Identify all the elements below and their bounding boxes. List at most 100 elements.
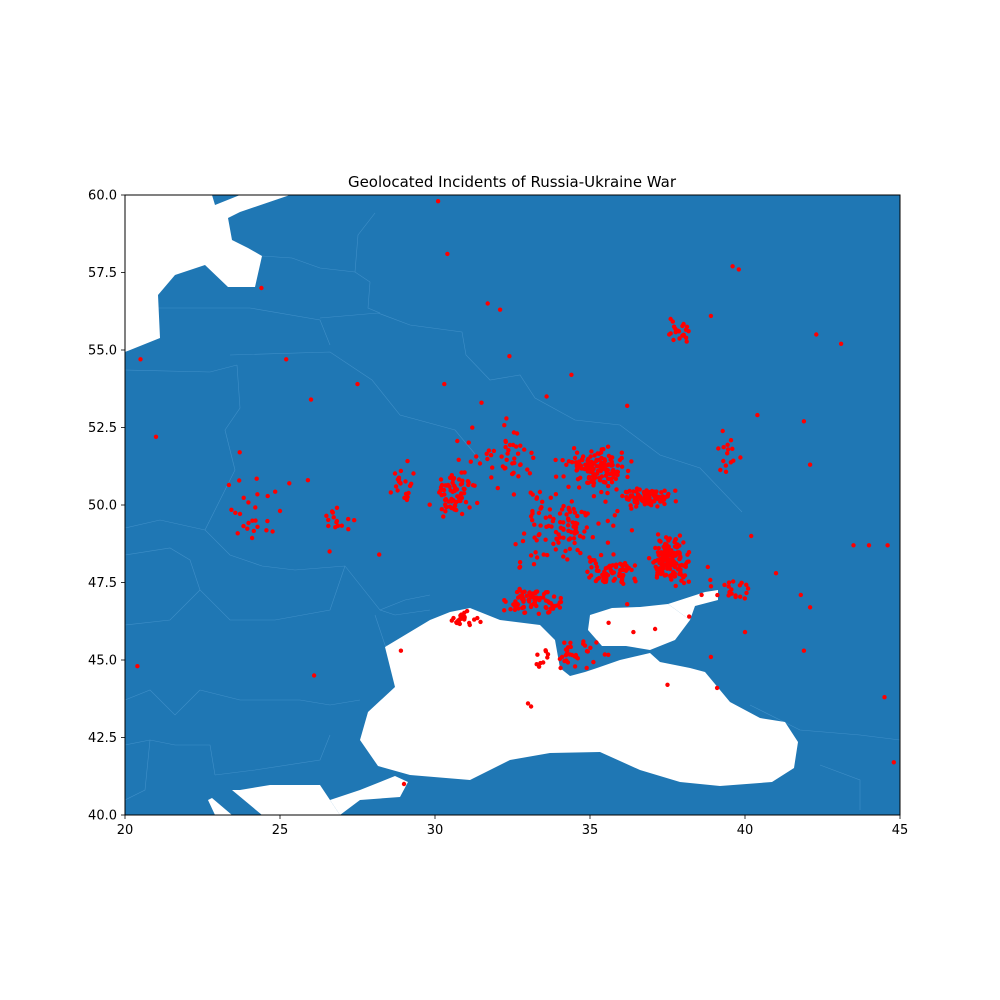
aegean-sea — [208, 798, 232, 815]
incident-point — [612, 513, 617, 518]
country-borders — [125, 212, 900, 810]
incident-point — [531, 562, 537, 567]
incident-point — [553, 474, 559, 479]
incident-point — [558, 599, 564, 605]
incident-point — [507, 354, 512, 359]
incident-point — [530, 492, 535, 497]
incident-point — [662, 488, 667, 493]
incident-point — [609, 463, 614, 468]
y-tick-label: 57.5 — [88, 266, 117, 281]
incident-point — [716, 446, 721, 451]
y-tick-label: 60.0 — [88, 189, 117, 204]
incident-point — [398, 648, 404, 653]
incident-point — [445, 251, 450, 257]
incident-point — [714, 685, 720, 691]
incident-point — [565, 557, 570, 562]
incident-point — [568, 644, 573, 650]
incident-point — [447, 484, 452, 489]
incident-point — [655, 504, 660, 509]
incident-point — [597, 478, 603, 483]
incident-point — [801, 419, 807, 424]
water-bodies — [125, 195, 798, 815]
incident-point — [665, 566, 670, 571]
incident-point — [559, 654, 565, 660]
incident-point — [545, 590, 550, 595]
incident-point — [669, 577, 674, 582]
incident-point — [652, 558, 658, 564]
incident-point — [459, 511, 465, 517]
incident-point — [463, 499, 469, 505]
incident-point — [551, 594, 557, 599]
incident-point — [465, 479, 471, 484]
incident-point — [595, 451, 600, 456]
border-line — [125, 739, 216, 776]
border-line — [204, 364, 431, 616]
incident-point — [443, 504, 448, 509]
incident-point — [602, 569, 607, 574]
incident-point — [528, 553, 534, 558]
incident-point — [530, 594, 535, 600]
incident-point — [580, 456, 585, 462]
incident-point — [545, 552, 550, 558]
y-axis: 40.0 42.5 45.0 47.5 50.0 52.5 55.0 57.5 60.0 — [88, 189, 125, 824]
incident-point — [715, 592, 720, 598]
incident-point — [708, 654, 714, 660]
incident-point — [595, 471, 600, 476]
incident-point — [671, 569, 676, 575]
incident-point — [572, 529, 577, 535]
incident-point — [324, 513, 329, 518]
incident-point — [346, 516, 351, 522]
incident-point — [525, 467, 530, 472]
incident-point — [533, 550, 538, 555]
incident-point — [635, 500, 640, 506]
incident-point — [588, 645, 593, 650]
incident-point — [579, 466, 584, 471]
incident-point — [660, 561, 665, 566]
incident-point — [574, 450, 580, 455]
incident-point — [583, 513, 588, 518]
x-tick-label: 35 — [582, 823, 599, 838]
incident-point — [677, 336, 682, 341]
incident-point — [467, 505, 472, 510]
incident-point — [658, 571, 664, 577]
incident-point — [668, 573, 673, 578]
incident-point — [618, 567, 623, 573]
incident-point — [561, 554, 566, 559]
incident-point — [560, 458, 565, 463]
incident-point — [518, 443, 523, 448]
incident-point — [566, 484, 571, 489]
incident-point — [536, 664, 542, 669]
incident-point — [744, 590, 749, 596]
incident-point — [618, 561, 623, 566]
incident-point — [671, 337, 676, 343]
incident-point — [807, 605, 813, 610]
incident-point — [543, 515, 548, 520]
baltic-sea — [125, 195, 290, 352]
incident-point — [742, 596, 747, 601]
incident-point — [657, 566, 662, 571]
incident-point — [664, 545, 670, 550]
incident-point — [625, 602, 630, 607]
incident-point — [644, 496, 649, 501]
incident-point — [455, 438, 460, 444]
incident-point — [566, 523, 571, 528]
incident-point — [570, 520, 575, 525]
incident-point — [311, 673, 317, 678]
incident-point — [456, 618, 461, 623]
incident-point — [543, 537, 548, 542]
incident-point — [555, 603, 561, 608]
incident-point — [637, 487, 642, 492]
incident-point — [654, 489, 659, 494]
incident-point — [443, 509, 448, 514]
incident-point — [585, 569, 590, 574]
incident-point — [459, 491, 464, 496]
incident-point — [566, 528, 571, 533]
incident-point — [486, 448, 492, 453]
incident-point — [451, 476, 457, 481]
incident-point — [506, 448, 511, 453]
incident-point — [604, 576, 609, 581]
incident-point — [427, 502, 432, 507]
incident-point — [462, 614, 467, 619]
border-line — [125, 689, 201, 716]
